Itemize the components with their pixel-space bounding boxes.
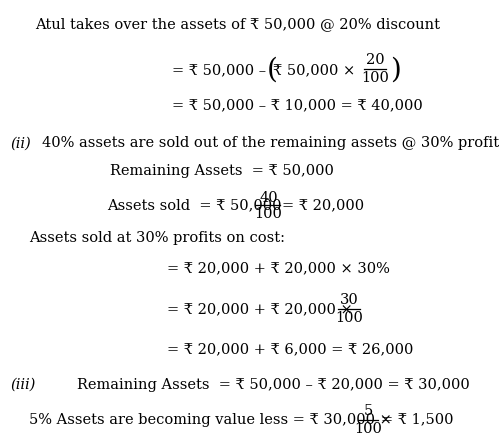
- Text: ₹ 50,000 ×: ₹ 50,000 ×: [273, 63, 356, 77]
- Text: Remaining Assets  = ₹ 50,000 – ₹ 20,000 = ₹ 30,000: Remaining Assets = ₹ 50,000 – ₹ 20,000 =…: [77, 378, 470, 392]
- Text: Remaining Assets  = ₹ 50,000: Remaining Assets = ₹ 50,000: [110, 164, 334, 178]
- Text: Assets sold at 30% profits on cost:: Assets sold at 30% profits on cost:: [29, 231, 285, 245]
- Text: 5% Assets are becoming value less = ₹ 30,000 ×: 5% Assets are becoming value less = ₹ 30…: [29, 413, 392, 427]
- Text: ): ): [390, 56, 401, 83]
- Text: Assets sold  = ₹ 50,000: Assets sold = ₹ 50,000: [107, 198, 282, 212]
- Text: = ₹ 50,000 –: = ₹ 50,000 –: [172, 63, 266, 77]
- Text: 100: 100: [354, 422, 382, 436]
- Text: 100: 100: [254, 207, 282, 221]
- Text: (ii): (ii): [10, 136, 31, 150]
- Text: 30: 30: [340, 293, 359, 307]
- Text: 100: 100: [361, 71, 389, 85]
- Text: = ₹ 20,000: = ₹ 20,000: [282, 198, 365, 212]
- Text: = ₹ 50,000 – ₹ 10,000 = ₹ 40,000: = ₹ 50,000 – ₹ 10,000 = ₹ 40,000: [172, 98, 423, 112]
- Text: 100: 100: [335, 311, 363, 325]
- Text: = ₹ 20,000 + ₹ 20,000 × 30%: = ₹ 20,000 + ₹ 20,000 × 30%: [167, 262, 390, 276]
- Text: (iii): (iii): [10, 378, 35, 392]
- Text: = ₹ 20,000 + ₹ 20,000 ×: = ₹ 20,000 + ₹ 20,000 ×: [167, 302, 353, 316]
- Text: = ₹ 1,500: = ₹ 1,500: [381, 413, 454, 427]
- Text: Atul takes over the assets of ₹ 50,000 @ 20% discount: Atul takes over the assets of ₹ 50,000 @…: [35, 17, 440, 31]
- Text: = ₹ 20,000 + ₹ 6,000 = ₹ 26,000: = ₹ 20,000 + ₹ 6,000 = ₹ 26,000: [167, 343, 414, 357]
- Text: 5: 5: [364, 404, 373, 418]
- Text: 20: 20: [366, 53, 385, 67]
- Text: 40% assets are sold out of the remaining assets @ 30% profits on cost:: 40% assets are sold out of the remaining…: [42, 136, 499, 150]
- Text: (: (: [267, 56, 278, 83]
- Text: 40: 40: [259, 191, 278, 205]
